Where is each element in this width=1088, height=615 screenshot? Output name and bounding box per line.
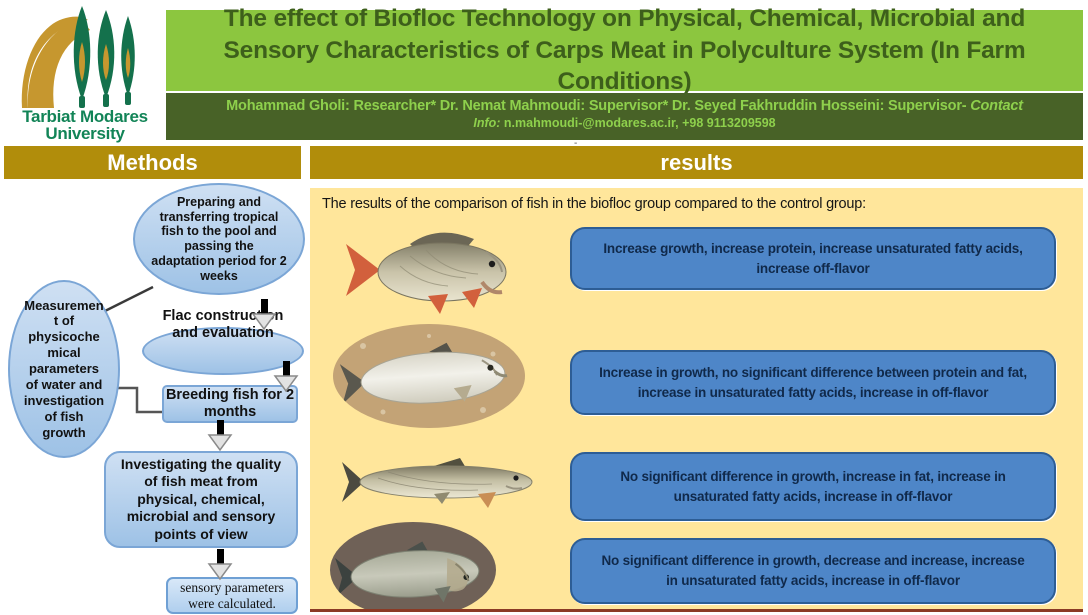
results-heading: results	[660, 149, 733, 175]
stray-mark: -	[574, 138, 578, 149]
poster-title-bar: The effect of Biofloc Technology on Phys…	[166, 5, 1083, 95]
flow-step-breeding: Breeding fish for 2 months	[162, 385, 298, 423]
poster-title: The effect of Biofloc Technology on Phys…	[223, 4, 1026, 96]
flow-step-sensory-label: sensory parameters were calculated.	[180, 579, 284, 611]
contact-info-value: n.mahmoudi-@modares.ac.ir, +98 911320959…	[503, 116, 776, 130]
down-arrow-icon	[273, 361, 299, 393]
university-name-line2: University	[45, 124, 125, 144]
grass-carp-photo-icon	[342, 458, 533, 508]
flow-step-investigate-label: Investigating the quality of fish meat f…	[120, 455, 282, 542]
result-box-4: No significant difference in growth, dec…	[570, 538, 1056, 604]
flowchart-connector-lines	[102, 285, 163, 414]
university-logo: Tarbiat Modares University	[6, 4, 164, 144]
result-box-2: Increase in growth, no significant diffe…	[570, 350, 1056, 415]
contact-line: Info: n.mahmoudi-@modares.ac.ir, +98 911…	[166, 116, 1083, 130]
university-name-line1: Tarbiat Modares	[22, 107, 148, 126]
result-box-3-text: No significant difference in growth, inc…	[620, 468, 1006, 504]
flow-step-investigate: Investigating the quality of fish meat f…	[104, 451, 298, 548]
results-section-bar: results	[310, 146, 1083, 179]
authors-line: Mohammad Gholi: Researcher* Dr. Nemat Ma…	[166, 98, 1083, 114]
bighead-carp-photo	[330, 522, 496, 609]
result-box-1-text: Increase growth, increase protein, incre…	[603, 240, 1023, 276]
authors-text: Mohammad Gholi: Researcher* Dr. Nemat Ma…	[226, 98, 967, 114]
flow-step-prepare-label: Preparing and transferring tropical fish…	[151, 194, 287, 283]
down-arrow-icon	[207, 420, 233, 452]
flow-step-measure: Measurement of physicochemical parameter…	[8, 280, 120, 458]
methods-heading: Methods	[107, 149, 198, 175]
silver-carp-photo	[333, 324, 525, 428]
flow-step-flac	[142, 327, 304, 375]
university-logo-arch-cypress-icon	[21, 6, 135, 108]
flow-step-breeding-label: Breeding fish for 2 months	[165, 386, 295, 420]
result-box-1: Increase growth, increase protein, incre…	[570, 227, 1056, 290]
methods-section-bar: Methods	[4, 146, 301, 179]
down-arrow-icon	[207, 549, 233, 581]
silver-carp-icon	[339, 334, 508, 415]
results-intro: The results of the comparison of fish in…	[322, 196, 866, 212]
contact-word: Contact	[970, 98, 1023, 114]
result-box-4-text: No significant difference in growth, dec…	[601, 553, 1025, 588]
flow-step-sensory: sensory parameters were calculated.	[166, 577, 298, 614]
bighead-carp-icon	[335, 541, 480, 603]
author-bar: Mohammad Gholi: Researcher* Dr. Nemat Ma…	[166, 93, 1083, 140]
common-carp-photo-icon	[346, 232, 507, 314]
university-name: Tarbiat Modares University	[6, 108, 164, 143]
results-panel: The results of the comparison of fish in…	[310, 188, 1083, 612]
flow-step-measure-label: Measurement of physicochemical parameter…	[23, 297, 105, 440]
result-box-2-text: Increase in growth, no significant diffe…	[599, 364, 1027, 400]
down-arrow-icon	[251, 299, 277, 331]
flow-step-flac-label: Flac construction and evaluation	[162, 308, 284, 341]
flow-step-prepare: Preparing and transferring tropical fish…	[133, 183, 305, 295]
result-box-3: No significant difference in growth, inc…	[570, 452, 1056, 521]
contact-info-label: Info:	[473, 116, 501, 130]
